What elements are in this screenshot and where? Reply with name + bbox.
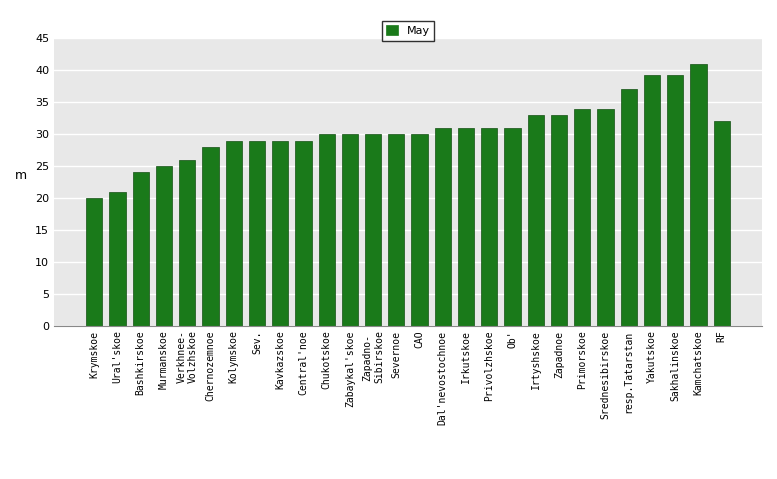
Bar: [179, 160, 195, 326]
Bar: [504, 128, 521, 326]
Bar: [412, 134, 427, 326]
Bar: [644, 75, 660, 326]
Bar: [458, 128, 474, 326]
Bar: [621, 90, 637, 326]
Bar: [667, 75, 683, 326]
Bar: [225, 140, 242, 326]
Bar: [551, 115, 567, 326]
Bar: [295, 140, 312, 326]
Y-axis label: m: m: [15, 169, 27, 182]
Bar: [86, 198, 103, 326]
Bar: [434, 128, 451, 326]
Bar: [365, 134, 382, 326]
Bar: [319, 134, 335, 326]
Bar: [133, 172, 149, 326]
Bar: [342, 134, 358, 326]
Bar: [598, 109, 614, 326]
Legend: May: May: [382, 21, 434, 41]
Bar: [481, 128, 497, 326]
Bar: [574, 109, 591, 326]
Bar: [528, 115, 544, 326]
Bar: [110, 192, 126, 326]
Bar: [249, 140, 265, 326]
Bar: [690, 64, 706, 326]
Bar: [713, 121, 730, 326]
Bar: [388, 134, 405, 326]
Bar: [202, 147, 218, 326]
Bar: [272, 140, 288, 326]
Bar: [156, 166, 172, 326]
